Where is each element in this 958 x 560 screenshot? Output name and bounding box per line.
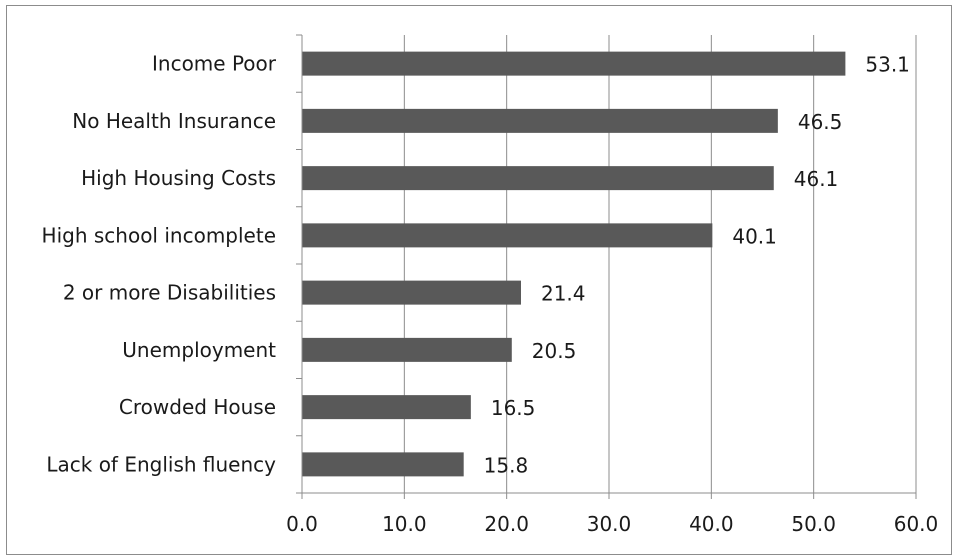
data-label: 46.5 <box>798 110 843 134</box>
x-tick-label: 10.0 <box>382 512 427 536</box>
gridlines <box>403 35 917 493</box>
data-label: 20.5 <box>532 339 577 363</box>
x-tick-label: 0.0 <box>286 512 318 536</box>
labels: 0.0 10.0 20.0 30.0 40.0 50.0 60.0 Income Poor 53… <box>42 52 939 536</box>
category-label: No Health Insurance <box>72 109 276 133</box>
bar <box>302 108 778 133</box>
category-label: 2 or more Disabilities <box>63 281 276 305</box>
bar <box>302 452 464 477</box>
data-label: 15.8 <box>484 453 529 477</box>
data-label: 53.1 <box>865 53 910 77</box>
axes <box>296 34 917 499</box>
bar <box>302 223 713 248</box>
bar <box>302 166 774 191</box>
bar <box>302 51 846 76</box>
data-label: 46.1 <box>794 167 839 191</box>
category-label: High Housing Costs <box>81 166 276 190</box>
bars <box>302 51 846 477</box>
category-label: Income Poor <box>152 52 277 76</box>
bar <box>302 337 512 362</box>
x-tick-label: 40.0 <box>689 512 734 536</box>
bar <box>302 395 471 420</box>
category-label: Crowded House <box>119 395 276 419</box>
data-label: 21.4 <box>541 282 586 306</box>
data-label: 16.5 <box>491 396 536 420</box>
category-label: Unemployment <box>122 338 276 362</box>
chart-frame <box>6 5 952 555</box>
category-label: Lack of English fluency <box>46 452 276 476</box>
x-tick-label: 30.0 <box>587 512 632 536</box>
category-label: High school incomplete <box>42 223 276 247</box>
x-tick-label: 60.0 <box>894 512 939 536</box>
x-tick-label: 20.0 <box>484 512 529 536</box>
x-tick-label: 50.0 <box>791 512 836 536</box>
bar <box>302 280 521 305</box>
data-label: 40.1 <box>732 224 777 248</box>
